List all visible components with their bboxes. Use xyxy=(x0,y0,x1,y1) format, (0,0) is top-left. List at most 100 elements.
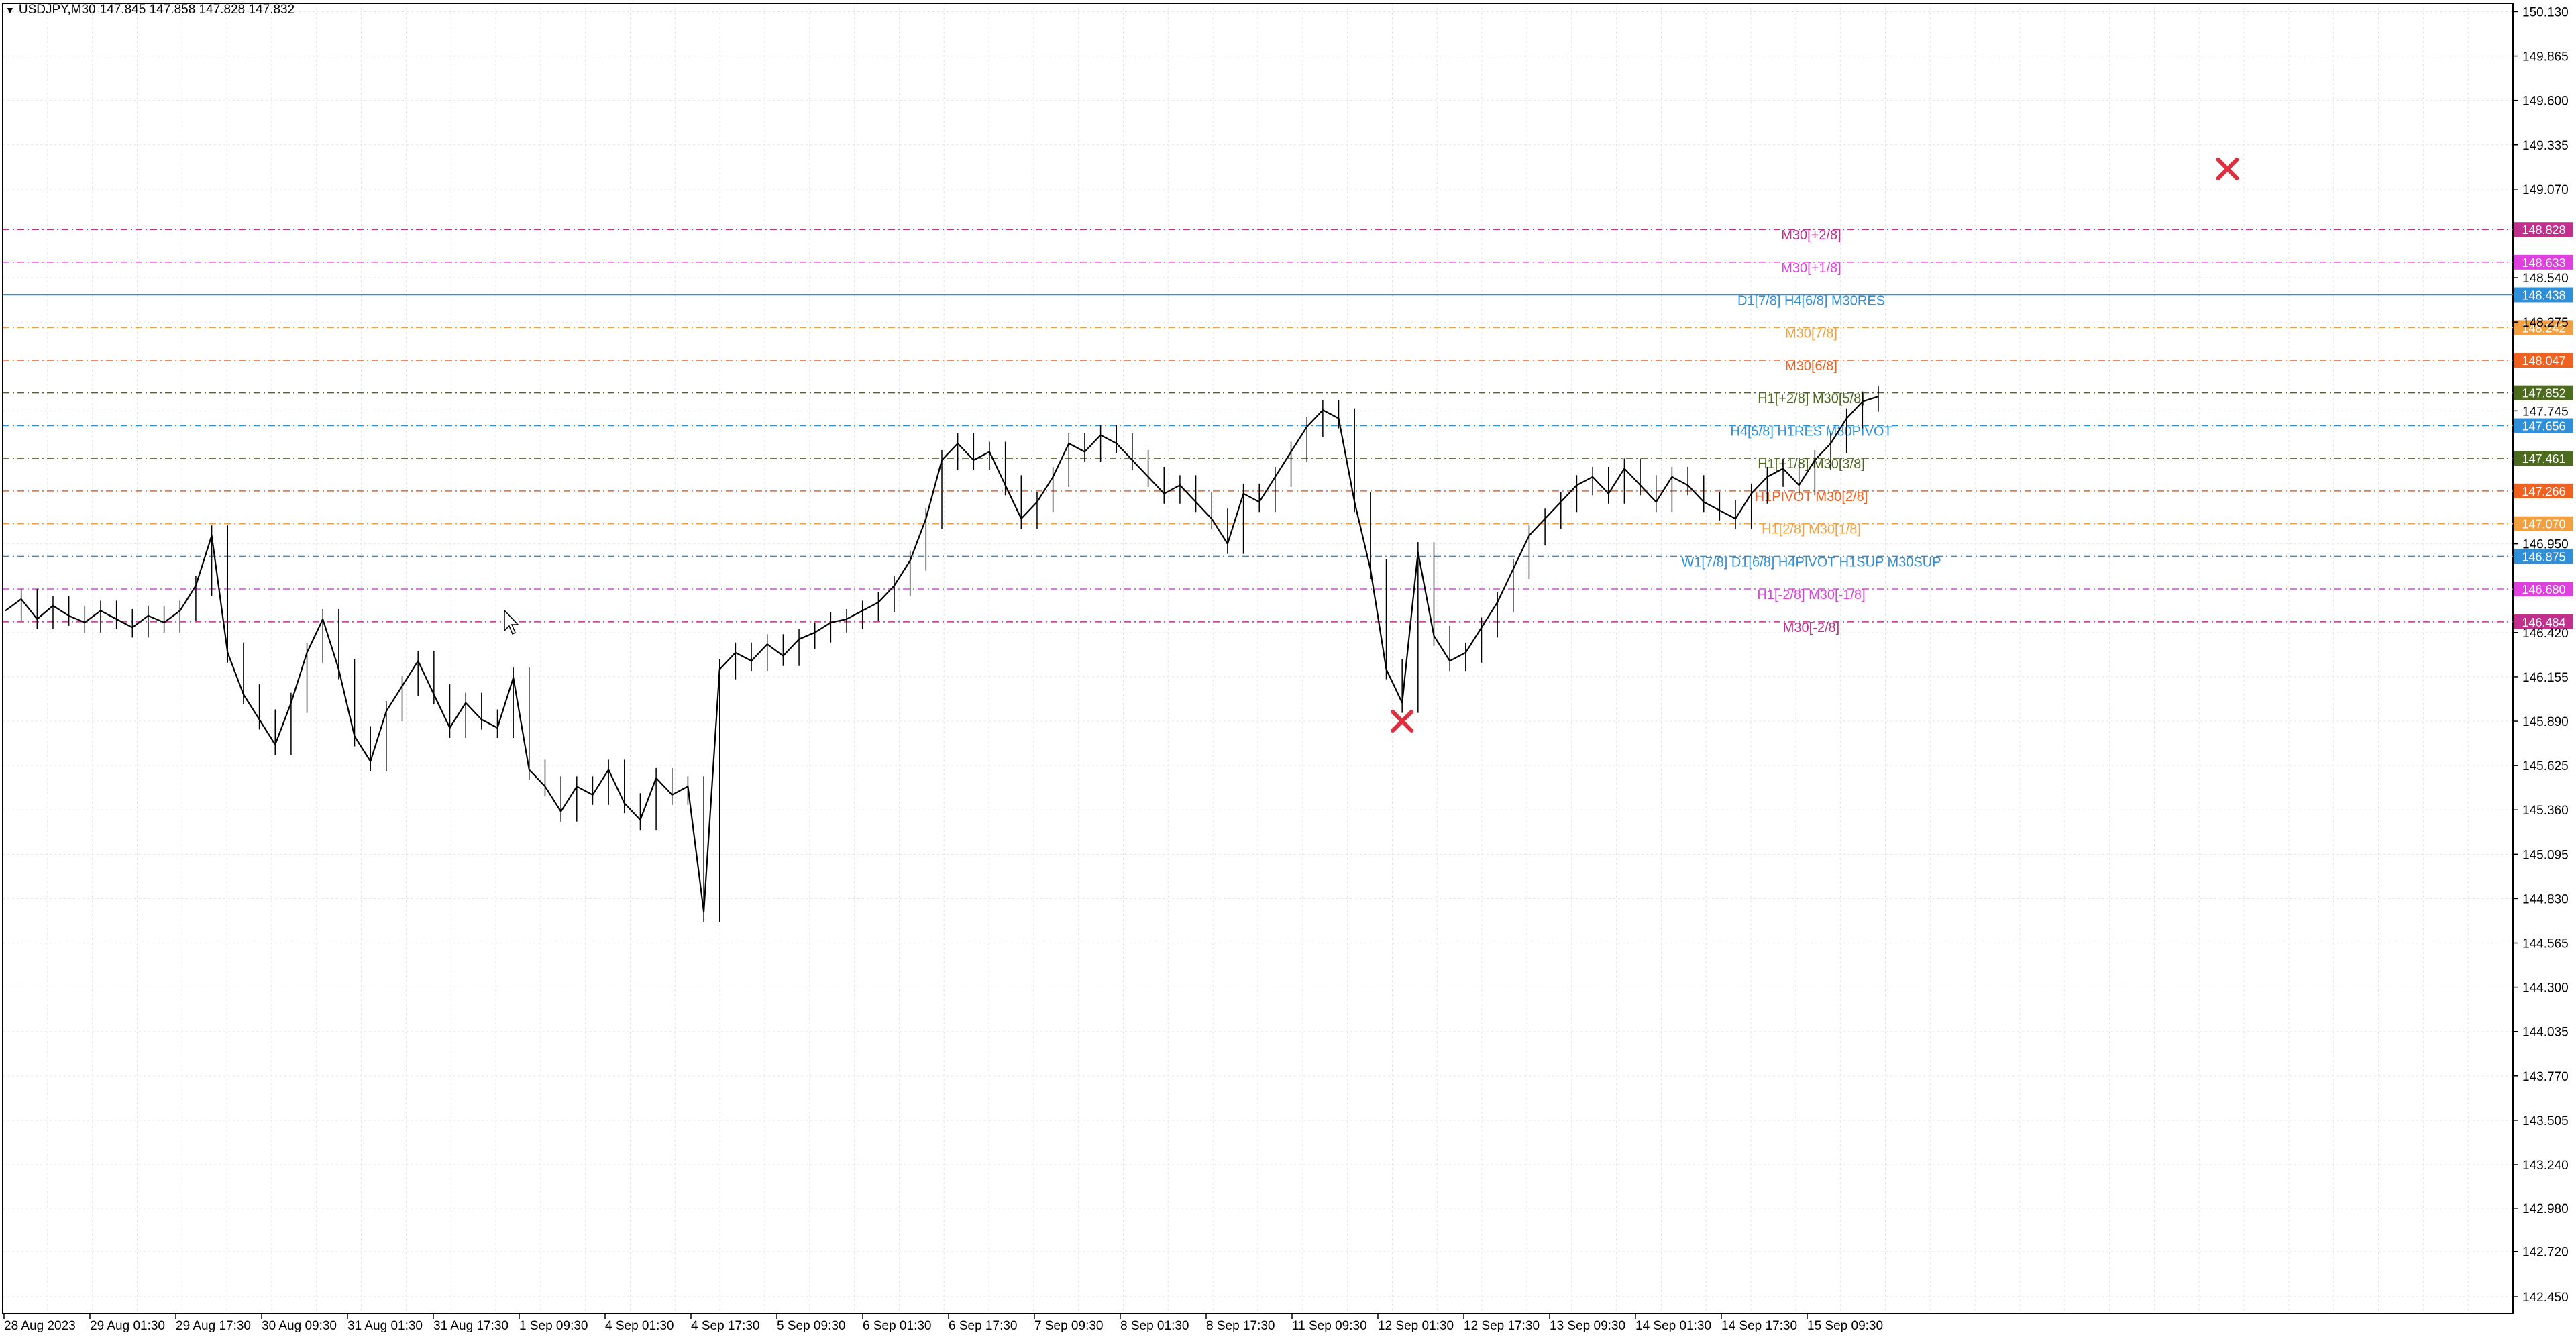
x-tick-label: 6 Sep 01:30 xyxy=(863,1319,931,1333)
level-price-tag-text: 147.656 xyxy=(2522,420,2565,433)
x-axis: 28 Aug 2023 29 Aug 01:30 29 Aug 17:30 30 Au… xyxy=(3,1314,1883,1333)
level-price-tag-text: 148.633 xyxy=(2522,256,2565,270)
level-price-tag: 148.047 xyxy=(2514,353,2573,368)
level-price-tag-bg xyxy=(2514,320,2573,335)
y-tick-label: 148.540 xyxy=(2522,272,2569,286)
x-tick-label: 13 Sep 09:30 xyxy=(1550,1319,1625,1333)
level-price-tag: 147.266 xyxy=(2514,483,2573,498)
x-tick-label: 7 Sep 09:30 xyxy=(1034,1319,1103,1333)
level-label: H1[+1/8] M30[3/8] xyxy=(1758,457,1865,472)
cross-marker-stroke xyxy=(1391,710,1414,733)
level-price-tag-bg xyxy=(2514,254,2573,270)
x-tick-label: 29 Aug 01:30 xyxy=(90,1319,165,1333)
y-tick-label: 145.890 xyxy=(2522,715,2569,729)
y-tick-label: 143.505 xyxy=(2522,1114,2569,1128)
y-tick-label: 146.950 xyxy=(2522,538,2569,552)
ohlc-values: 147.845 147.858 147.828 147.832 xyxy=(99,3,295,17)
x-tick-label: 1 Sep 09:30 xyxy=(519,1319,588,1333)
level-label: M30[+2/8] xyxy=(1781,228,1841,243)
level-price-tag-bg xyxy=(2514,614,2573,629)
level-price-tag: 147.852 xyxy=(2514,385,2573,400)
mouse-cursor-icon xyxy=(504,609,519,635)
level-price-tag-text: 147.852 xyxy=(2522,387,2565,400)
y-tick-label: 149.600 xyxy=(2522,95,2569,109)
y-tick-label: 143.770 xyxy=(2522,1070,2569,1084)
plot-frame xyxy=(2,3,2514,1314)
level-price-tag-bg xyxy=(2514,353,2573,368)
level-price-tag-bg xyxy=(2514,549,2573,564)
y-tick-label: 145.360 xyxy=(2522,804,2569,818)
x-tick-label: 15 Sep 09:30 xyxy=(1807,1319,1883,1333)
level-price-tag: 148.828 xyxy=(2514,222,2573,237)
y-tick-label: 142.980 xyxy=(2522,1202,2569,1216)
level-price-tag-bg xyxy=(2514,516,2573,531)
y-tick-label: 142.450 xyxy=(2522,1291,2569,1305)
y-tick-label: 142.720 xyxy=(2522,1246,2569,1260)
level-price-tag-text: 147.070 xyxy=(2522,518,2565,531)
y-tick-label: 144.830 xyxy=(2522,892,2569,906)
x-tick-label: 8 Sep 01:30 xyxy=(1120,1319,1189,1333)
level-price-tag-text: 147.266 xyxy=(2522,485,2565,498)
y-tick-label: 149.335 xyxy=(2522,139,2569,153)
y-tick-label: 147.745 xyxy=(2522,405,2569,419)
level-price-tag: 147.656 xyxy=(2514,418,2573,433)
x-tick-label: 31 Aug 17:30 xyxy=(433,1319,508,1333)
level-label: H1PIVOT M30[2/8] xyxy=(1755,490,1868,504)
x-tick-label: 14 Sep 17:30 xyxy=(1721,1319,1797,1333)
level-label: D1[7/8] H4[6/8] M30RES xyxy=(1737,293,1885,308)
level-label: H4[5/8] H1RES M30PIVOT xyxy=(1730,425,1892,439)
y-tick-label: 143.240 xyxy=(2522,1159,2569,1173)
cross-marker-icon xyxy=(1391,710,1414,733)
x-tick-label: 8 Sep 17:30 xyxy=(1206,1319,1275,1333)
x-tick-label: 4 Sep 01:30 xyxy=(605,1319,674,1333)
y-axis: 150.130 149.865 149.600 149.335 149.070 148.5… xyxy=(2513,5,2569,1305)
y-tick-label: 144.035 xyxy=(2522,1026,2569,1040)
cross-marker-stroke xyxy=(2216,157,2239,180)
level-price-tag-bg xyxy=(2514,483,2573,498)
level-price-tag-text: 146.875 xyxy=(2522,550,2565,564)
level-price-tag-bg xyxy=(2514,287,2573,303)
x-tick-label: 11 Sep 09:30 xyxy=(1292,1319,1367,1333)
level-price-tag-bg xyxy=(2514,581,2573,596)
x-tick-label: 14 Sep 01:30 xyxy=(1635,1319,1711,1333)
y-tick-label: 150.130 xyxy=(2522,5,2569,19)
level-price-tag-bg xyxy=(2514,385,2573,400)
symbol-timeframe: USDJPY,M30 xyxy=(18,3,96,17)
level-price-tag: 147.070 xyxy=(2514,516,2573,531)
x-tick-label: 12 Sep 17:30 xyxy=(1464,1319,1540,1333)
level-price-tag-bg xyxy=(2514,451,2573,466)
level-price-tag-bg xyxy=(2514,418,2573,433)
level-price-tag: 146.875 xyxy=(2514,549,2573,564)
y-tick-label: 144.300 xyxy=(2522,981,2569,996)
level-price-tag: 148.633 xyxy=(2514,254,2573,270)
level-price-tag-bg xyxy=(2514,222,2573,237)
level-price-tag-text: 146.484 xyxy=(2522,616,2565,629)
level-price-tag: 147.461 xyxy=(2514,451,2573,466)
level-price-tag-text: 148.438 xyxy=(2522,288,2565,302)
y-tick-label: 148.275 xyxy=(2522,316,2569,330)
x-tick-label: 29 Aug 17:30 xyxy=(176,1319,251,1333)
level-price-tag-text: 147.461 xyxy=(2522,452,2565,466)
y-tick-label: 149.070 xyxy=(2522,183,2569,197)
level-price-tag-text: 148.047 xyxy=(2522,354,2565,368)
level-label: M30[-2/8] xyxy=(1783,621,1839,635)
level-price-tag-text: 146.680 xyxy=(2522,583,2565,596)
y-tick-label: 145.625 xyxy=(2522,759,2569,773)
level-label: M30[+1/8] xyxy=(1781,261,1841,276)
x-tick-label: 12 Sep 01:30 xyxy=(1378,1319,1454,1333)
level-price-tag: 146.680 xyxy=(2514,581,2573,596)
cross-marker-icon xyxy=(2216,157,2239,180)
levels: M30[+2/8] 148.828 M30[+1/8] 148.633 D1[7/8] … xyxy=(3,222,2573,635)
x-tick-label: 28 Aug 2023 xyxy=(4,1319,76,1333)
dropdown-triangle-icon[interactable]: ▼ xyxy=(5,5,15,15)
level-label: H1[-2/8] M30[-1/8] xyxy=(1757,588,1865,602)
level-price-tag: 146.484 xyxy=(2514,614,2573,629)
x-tick-label: 6 Sep 17:30 xyxy=(949,1319,1017,1333)
grid xyxy=(2,3,2514,1314)
level-label: M30[7/8] xyxy=(1785,326,1837,341)
level-price-tag: 148.438 xyxy=(2514,287,2573,303)
y-tick-label: 145.095 xyxy=(2522,848,2569,862)
level-label: W1[7/8] D1[6/8] H4PIVOT H1SUP M30SUP xyxy=(1681,555,1941,570)
